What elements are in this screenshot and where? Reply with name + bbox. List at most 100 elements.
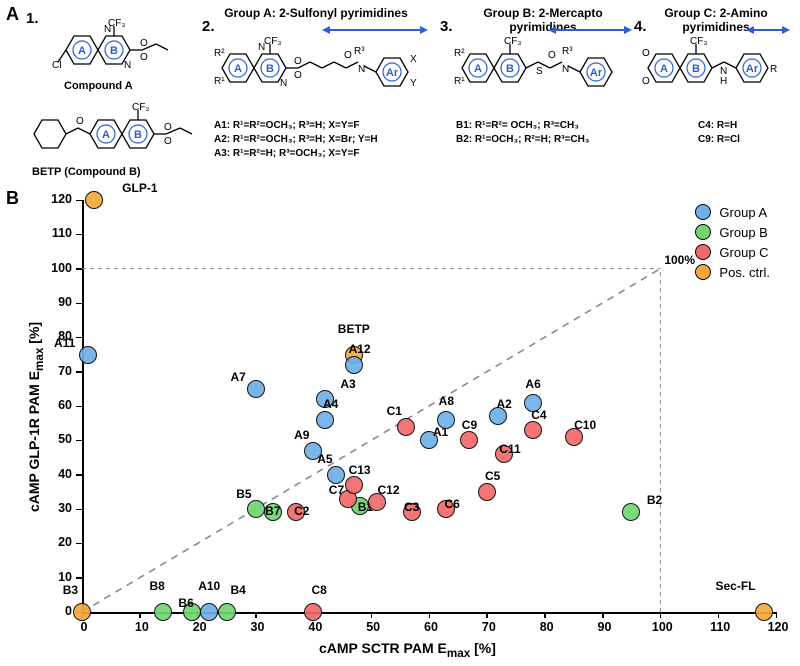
data-point bbox=[247, 500, 265, 518]
svg-text:Ar: Ar bbox=[386, 67, 399, 79]
data-point bbox=[316, 411, 334, 429]
legend-dot bbox=[695, 224, 711, 240]
x-tick bbox=[544, 612, 546, 618]
svg-text:A: A bbox=[474, 63, 482, 75]
svg-text:R³: R³ bbox=[354, 46, 365, 57]
y-tick bbox=[76, 200, 82, 202]
svg-text:B: B bbox=[506, 63, 514, 75]
svg-text:O: O bbox=[642, 48, 650, 59]
data-point bbox=[478, 483, 496, 501]
y-tick-label: 60 bbox=[42, 398, 72, 412]
svg-text:CF₃: CF₃ bbox=[132, 102, 149, 113]
y-axis-title: cAMP GLP-1R PAM Emax [%] bbox=[26, 322, 46, 512]
x-tick-label: 120 bbox=[766, 620, 790, 634]
group-a-line1: A1: R¹=R²=OCH₃; R³=H; X=Y=F bbox=[214, 120, 359, 133]
svg-text:O: O bbox=[294, 56, 302, 67]
data-point bbox=[154, 603, 172, 621]
x-tick-label: 80 bbox=[535, 620, 559, 634]
x-axis-title-unit: [%] bbox=[470, 640, 496, 656]
svg-text:CF₃: CF₃ bbox=[690, 36, 707, 47]
data-point-label: C9 bbox=[462, 418, 477, 432]
svg-text:O: O bbox=[140, 52, 148, 63]
svg-text:CF₃: CF₃ bbox=[264, 36, 281, 47]
svg-text:Cl: Cl bbox=[52, 60, 61, 71]
y-tick-label: 120 bbox=[42, 192, 72, 206]
svg-text:O: O bbox=[548, 50, 556, 61]
svg-text:N: N bbox=[280, 78, 287, 89]
data-point-label: A12 bbox=[349, 342, 371, 356]
data-point-label: Sec-FL bbox=[716, 579, 756, 593]
y-tick bbox=[76, 543, 82, 545]
x-axis-title-text: cAMP SCTR PAM E bbox=[319, 640, 447, 656]
svg-text:O: O bbox=[294, 70, 302, 81]
data-point-label: C4 bbox=[531, 408, 546, 422]
chem-group-b: A R² R¹ B CF₃ S O R³ N Ar bbox=[454, 24, 644, 119]
data-point-label: A5 bbox=[317, 452, 332, 466]
data-point-label: A11 bbox=[54, 336, 75, 350]
data-point bbox=[85, 191, 103, 209]
y-tick bbox=[76, 303, 82, 305]
svg-text:CF₃: CF₃ bbox=[504, 36, 521, 47]
x-tick bbox=[776, 612, 778, 618]
x-tick-label: 50 bbox=[361, 620, 385, 634]
data-point-label: A7 bbox=[230, 370, 245, 384]
data-point-label: A3 bbox=[340, 377, 355, 391]
y-tick bbox=[76, 406, 82, 408]
data-point bbox=[437, 411, 455, 429]
data-point-label: C13 bbox=[349, 463, 371, 477]
legend-dot bbox=[695, 244, 711, 260]
x-tick bbox=[660, 612, 662, 618]
x-tick-label: 90 bbox=[593, 620, 617, 634]
y-tick-label: 20 bbox=[42, 535, 72, 549]
chem-group-c: A O O B CF₃ N H Ar R bbox=[640, 24, 800, 119]
legend-row: Group B bbox=[695, 224, 770, 240]
svg-text:R³: R³ bbox=[562, 46, 573, 57]
data-point bbox=[200, 603, 218, 621]
svg-text:A: A bbox=[660, 63, 668, 75]
group-c-line1: C4: R=H bbox=[698, 120, 737, 133]
data-point-label: A8 bbox=[439, 394, 454, 408]
legend-dot bbox=[695, 264, 711, 280]
y-tick-label: 90 bbox=[42, 295, 72, 309]
svg-text:B: B bbox=[110, 45, 118, 57]
data-point-label: C11 bbox=[499, 442, 520, 456]
y-tick bbox=[76, 234, 82, 236]
data-point-label: BETP bbox=[338, 322, 370, 336]
svg-text:B: B bbox=[692, 63, 700, 75]
x-tick-label: 30 bbox=[246, 620, 270, 634]
y-axis-title-text: cAMP GLP-1R PAM E bbox=[26, 371, 42, 512]
svg-text:N: N bbox=[124, 60, 131, 71]
data-point-label: A2 bbox=[497, 397, 512, 411]
legend-label: Group A bbox=[719, 205, 767, 220]
svg-text:O: O bbox=[76, 116, 84, 127]
data-point-label: C12 bbox=[378, 483, 400, 497]
data-point-label: C5 bbox=[485, 469, 500, 483]
compound-a-caption: Compound A bbox=[64, 80, 133, 92]
data-point-label: C10 bbox=[574, 418, 596, 432]
data-point bbox=[218, 603, 236, 621]
x-tick-label: 110 bbox=[708, 620, 732, 634]
svg-text:Ar: Ar bbox=[590, 67, 603, 79]
chem-group-a: A R² R¹ B CF₃ N N O O O R³ N Ar X bbox=[214, 24, 444, 119]
legend-label: Group B bbox=[719, 225, 767, 240]
data-point bbox=[304, 603, 322, 621]
svg-text:N: N bbox=[258, 42, 265, 53]
y-tick bbox=[76, 337, 82, 339]
group-b-line2: B2: R¹=OCH₃; R²=H; R³=CH₃ bbox=[456, 134, 589, 147]
data-point-label: C1 bbox=[387, 404, 402, 418]
y-tick-label: 10 bbox=[42, 570, 72, 584]
data-point bbox=[524, 421, 542, 439]
x-tick-label: 20 bbox=[188, 620, 212, 634]
y-tick bbox=[76, 474, 82, 476]
data-point bbox=[345, 476, 363, 494]
svg-text:A: A bbox=[234, 63, 242, 75]
data-point-label: B7 bbox=[265, 504, 280, 518]
svg-text:N: N bbox=[358, 64, 365, 75]
x-tick-label: 70 bbox=[477, 620, 501, 634]
panel-a-sub2-num: 2. bbox=[202, 18, 215, 35]
svg-text:R²: R² bbox=[454, 48, 465, 59]
data-point-label: C2 bbox=[294, 504, 309, 518]
svg-text:X: X bbox=[410, 54, 417, 65]
panel-b-label: B bbox=[6, 188, 19, 209]
panel-a-sub3-num: 3. bbox=[440, 18, 453, 35]
